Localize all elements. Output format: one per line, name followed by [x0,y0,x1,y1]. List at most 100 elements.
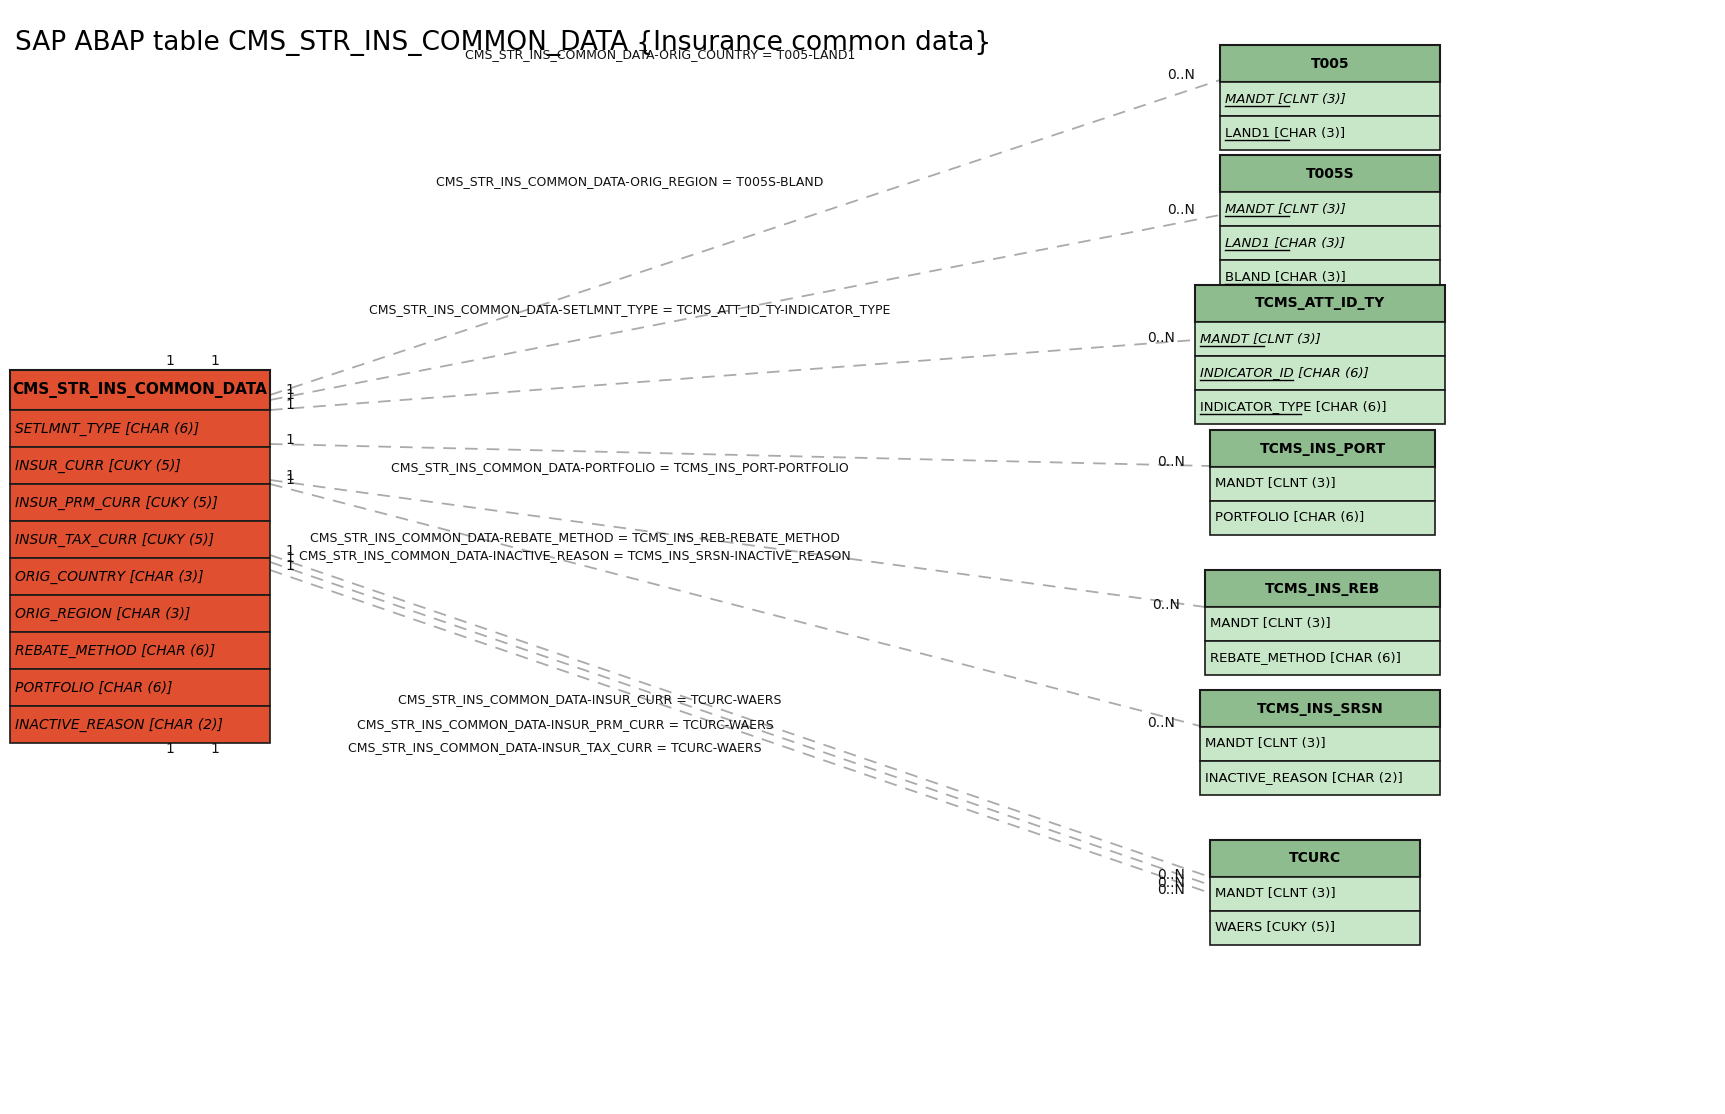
Text: ORIG_REGION [CHAR (3)]: ORIG_REGION [CHAR (3)] [16,606,190,620]
FancyBboxPatch shape [10,670,271,706]
FancyBboxPatch shape [1220,82,1440,116]
Text: 1: 1 [285,398,293,412]
Text: 0..N: 0..N [1157,868,1185,882]
Text: MANDT [CLNT (3)]: MANDT [CLNT (3)] [1209,617,1330,631]
Text: LAND1 [CHAR (3)]: LAND1 [CHAR (3)] [1225,236,1346,250]
Text: INDICATOR_TYPE [CHAR (6)]: INDICATOR_TYPE [CHAR (6)] [1201,401,1387,413]
Text: CMS_STR_INS_COMMON_DATA-REBATE_METHOD = TCMS_INS_REB-REBATE_METHOD: CMS_STR_INS_COMMON_DATA-REBATE_METHOD = … [310,531,840,545]
Text: 1: 1 [166,354,174,368]
Text: LAND1 [CHAR (3)]: LAND1 [CHAR (3)] [1225,236,1346,250]
FancyBboxPatch shape [1206,641,1440,675]
Text: 1: 1 [285,383,293,397]
FancyBboxPatch shape [10,370,271,410]
Text: CMS_STR_INS_COMMON_DATA-SETLMNT_TYPE = TCMS_ATT_ID_TY-INDICATOR_TYPE: CMS_STR_INS_COMMON_DATA-SETLMNT_TYPE = T… [369,303,890,316]
Text: CMS_STR_INS_COMMON_DATA-ORIG_REGION = T005S-BLAND: CMS_STR_INS_COMMON_DATA-ORIG_REGION = T0… [436,176,825,188]
Text: 1: 1 [166,742,174,756]
Text: PORTFOLIO [CHAR (6)]: PORTFOLIO [CHAR (6)] [1214,511,1364,525]
FancyBboxPatch shape [10,558,271,595]
FancyBboxPatch shape [10,521,271,558]
Text: CMS_STR_INS_COMMON_DATA-INSUR_TAX_CURR = TCURC-WAERS: CMS_STR_INS_COMMON_DATA-INSUR_TAX_CURR =… [348,742,762,754]
FancyBboxPatch shape [1220,260,1440,294]
Text: CMS_STR_INS_COMMON_DATA-PORTFOLIO = TCMS_INS_PORT-PORTFOLIO: CMS_STR_INS_COMMON_DATA-PORTFOLIO = TCMS… [392,461,849,475]
Text: TCMS_INS_PORT: TCMS_INS_PORT [1259,441,1385,456]
FancyBboxPatch shape [10,706,271,743]
Text: 1: 1 [285,551,293,565]
Text: BLAND [CHAR (3)]: BLAND [CHAR (3)] [1225,271,1346,283]
Text: CMS_STR_INS_COMMON_DATA-INSUR_PRM_CURR = TCURC-WAERS: CMS_STR_INS_COMMON_DATA-INSUR_PRM_CURR =… [357,719,773,732]
Text: TCMS_INS_SRSN: TCMS_INS_SRSN [1256,702,1383,715]
Text: CMS_STR_INS_COMMON_DATA-ORIG_COUNTRY = T005-LAND1: CMS_STR_INS_COMMON_DATA-ORIG_COUNTRY = T… [464,49,856,61]
Text: 0..N: 0..N [1157,876,1185,890]
FancyBboxPatch shape [1209,840,1420,877]
Text: 0..N: 0..N [1147,331,1175,345]
FancyBboxPatch shape [1220,116,1440,150]
FancyBboxPatch shape [1209,501,1435,535]
Text: LAND1 [CHAR (3)]: LAND1 [CHAR (3)] [1225,127,1346,139]
Text: CMS_STR_INS_COMMON_DATA-INACTIVE_REASON = TCMS_INS_SRSN-INACTIVE_REASON: CMS_STR_INS_COMMON_DATA-INACTIVE_REASON … [298,549,850,563]
Text: 0..N: 0..N [1168,68,1195,82]
FancyBboxPatch shape [1209,467,1435,501]
FancyBboxPatch shape [1220,45,1440,82]
Text: LAND1 [CHAR (3)]: LAND1 [CHAR (3)] [1225,127,1346,139]
Text: 1: 1 [285,388,293,402]
Text: REBATE_METHOD [CHAR (6)]: REBATE_METHOD [CHAR (6)] [1209,652,1401,664]
FancyBboxPatch shape [1220,155,1440,192]
Text: INACTIVE_REASON [CHAR (2)]: INACTIVE_REASON [CHAR (2)] [1206,772,1402,784]
FancyBboxPatch shape [1201,727,1440,761]
Text: T005S: T005S [1306,166,1354,180]
Text: ORIG_COUNTRY [CHAR (3)]: ORIG_COUNTRY [CHAR (3)] [16,569,204,584]
Text: REBATE_METHOD [CHAR (6)]: REBATE_METHOD [CHAR (6)] [16,644,216,657]
Text: BLAND [CHAR (3)]: BLAND [CHAR (3)] [1225,271,1346,283]
Text: MANDT [CLNT (3)]: MANDT [CLNT (3)] [1214,478,1335,490]
Text: MANDT [CLNT (3)]: MANDT [CLNT (3)] [1225,203,1346,215]
FancyBboxPatch shape [1209,911,1420,945]
Text: MANDT [CLNT (3)]: MANDT [CLNT (3)] [1206,737,1325,751]
Text: INSUR_TAX_CURR [CUKY (5)]: INSUR_TAX_CURR [CUKY (5)] [16,532,214,547]
Text: MANDT [CLNT (3)]: MANDT [CLNT (3)] [1201,332,1321,345]
FancyBboxPatch shape [10,447,271,483]
Text: INSUR_PRM_CURR [CUKY (5)]: INSUR_PRM_CURR [CUKY (5)] [16,496,217,509]
Text: T005: T005 [1311,57,1349,70]
Text: MANDT [CLNT (3)]: MANDT [CLNT (3)] [1225,92,1346,106]
Text: 0..N: 0..N [1168,203,1195,217]
Text: INDICATOR_ID [CHAR (6)]: INDICATOR_ID [CHAR (6)] [1201,367,1368,380]
FancyBboxPatch shape [1195,356,1446,390]
Text: 1: 1 [210,742,219,756]
FancyBboxPatch shape [1195,322,1446,356]
Text: PORTFOLIO [CHAR (6)]: PORTFOLIO [CHAR (6)] [16,681,173,694]
Text: 1: 1 [285,544,293,558]
Text: TCMS_ATT_ID_TY: TCMS_ATT_ID_TY [1254,296,1385,311]
Text: INACTIVE_REASON [CHAR (2)]: INACTIVE_REASON [CHAR (2)] [16,717,223,732]
Text: 0..N: 0..N [1157,883,1185,897]
FancyBboxPatch shape [1195,390,1446,424]
FancyBboxPatch shape [1195,285,1446,322]
Text: TCMS_INS_REB: TCMS_INS_REB [1264,582,1380,596]
FancyBboxPatch shape [1201,690,1440,727]
Text: 1: 1 [285,559,293,573]
Text: INSUR_CURR [CUKY (5)]: INSUR_CURR [CUKY (5)] [16,459,181,472]
Text: 0..N: 0..N [1152,598,1180,612]
FancyBboxPatch shape [10,632,271,670]
FancyBboxPatch shape [10,410,271,447]
Text: MANDT [CLNT (3)]: MANDT [CLNT (3)] [1225,92,1346,106]
FancyBboxPatch shape [1209,430,1435,467]
Text: TCURC: TCURC [1289,851,1340,866]
Text: 1: 1 [285,473,293,487]
Text: MANDT [CLNT (3)]: MANDT [CLNT (3)] [1225,203,1346,215]
FancyBboxPatch shape [1220,192,1440,226]
Text: WAERS [CUKY (5)]: WAERS [CUKY (5)] [1214,921,1335,935]
Text: CMS_STR_INS_COMMON_DATA: CMS_STR_INS_COMMON_DATA [12,382,267,398]
Text: 1: 1 [210,354,219,368]
FancyBboxPatch shape [10,595,271,632]
Text: CMS_STR_INS_COMMON_DATA-INSUR_CURR = TCURC-WAERS: CMS_STR_INS_COMMON_DATA-INSUR_CURR = TCU… [398,694,781,706]
Text: MANDT [CLNT (3)]: MANDT [CLNT (3)] [1201,332,1321,345]
FancyBboxPatch shape [1201,761,1440,795]
Text: 1: 1 [285,469,293,483]
FancyBboxPatch shape [1220,226,1440,260]
Text: 0..N: 0..N [1157,455,1185,469]
Text: SAP ABAP table CMS_STR_INS_COMMON_DATA {Insurance common data}: SAP ABAP table CMS_STR_INS_COMMON_DATA {… [16,30,992,56]
Text: 1: 1 [285,433,293,447]
FancyBboxPatch shape [1209,877,1420,911]
Text: SETLMNT_TYPE [CHAR (6)]: SETLMNT_TYPE [CHAR (6)] [16,421,198,436]
Text: MANDT [CLNT (3)]: MANDT [CLNT (3)] [1214,888,1335,900]
